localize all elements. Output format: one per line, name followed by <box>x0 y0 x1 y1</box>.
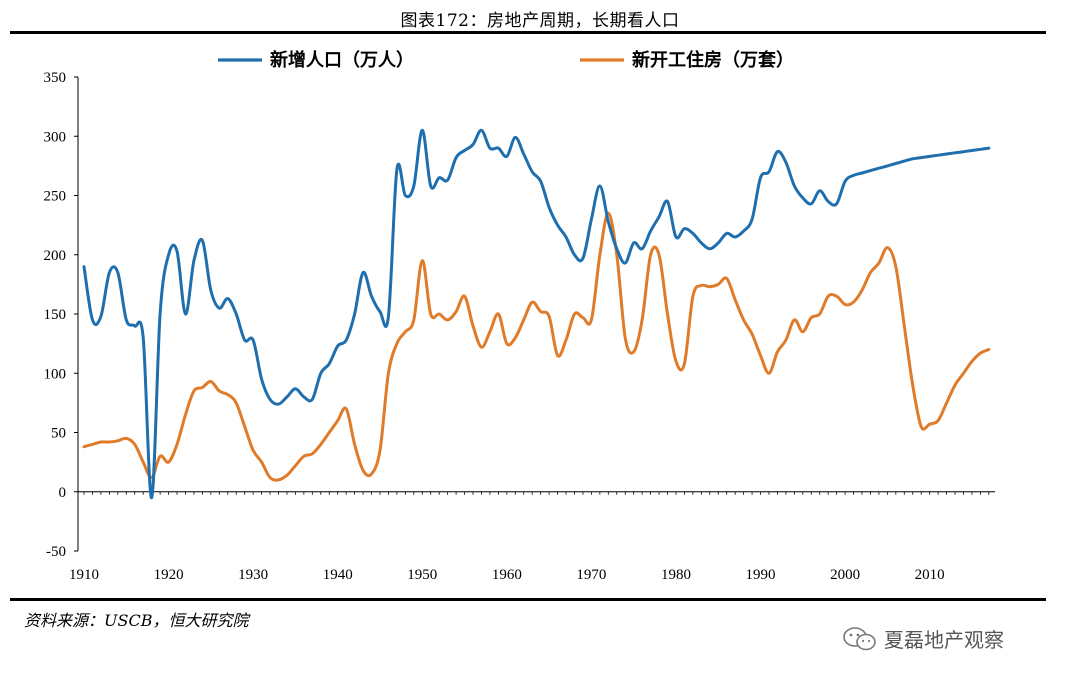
x-tick-label: 1990 <box>746 567 776 583</box>
x-tick-label: 1940 <box>323 567 353 583</box>
wechat-icon <box>843 626 876 650</box>
x-tick-label: 1910 <box>69 567 99 583</box>
x-tick-label: 2000 <box>830 567 860 583</box>
y-tick-label: 250 <box>44 189 67 205</box>
y-tick-label: 200 <box>44 248 67 264</box>
x-tick-label: 1970 <box>576 567 606 583</box>
source-note: 资料来源：USCB，恒大研究院 <box>24 611 249 630</box>
y-tick-label: 350 <box>44 70 67 86</box>
chart-series <box>82 128 991 500</box>
legend-item-housing-label: 新开工住房（万套） <box>632 49 794 70</box>
x-tick-label: 1920 <box>154 567 184 583</box>
x-tick-label: 2010 <box>915 567 945 583</box>
x-tick-label: 1960 <box>492 567 522 583</box>
watermark: 夏磊地产观察 <box>842 624 1004 653</box>
series-line-population <box>82 128 991 500</box>
series-line-housing <box>82 211 991 482</box>
y-tick-label: 300 <box>44 129 67 145</box>
chart-legend: 新增人口（万人） 新开工住房（万套） <box>218 49 794 70</box>
x-tick-label: 1950 <box>407 567 437 583</box>
figure-title: 图表172：房地产周期，长期看人口 <box>400 11 680 31</box>
y-tick-label: 0 <box>59 485 67 501</box>
y-tick-label: 150 <box>44 307 67 323</box>
chart-axes <box>77 77 995 551</box>
y-tick-label: 50 <box>51 426 66 442</box>
y-tick-label: 100 <box>44 366 67 382</box>
x-tick-label: 1980 <box>661 567 691 583</box>
top-rule <box>10 31 1046 34</box>
legend-item-population-label: 新增人口（万人） <box>270 49 414 70</box>
y-tick-label: -50 <box>46 544 66 560</box>
x-tick-label: 1930 <box>238 567 268 583</box>
bottom-rule <box>10 598 1046 601</box>
chart-ticks: -50 0 50 100 150 200 250 300 350 1910 1920 1930 1940… <box>44 70 990 583</box>
watermark-text: 夏磊地产观察 <box>884 628 1004 652</box>
